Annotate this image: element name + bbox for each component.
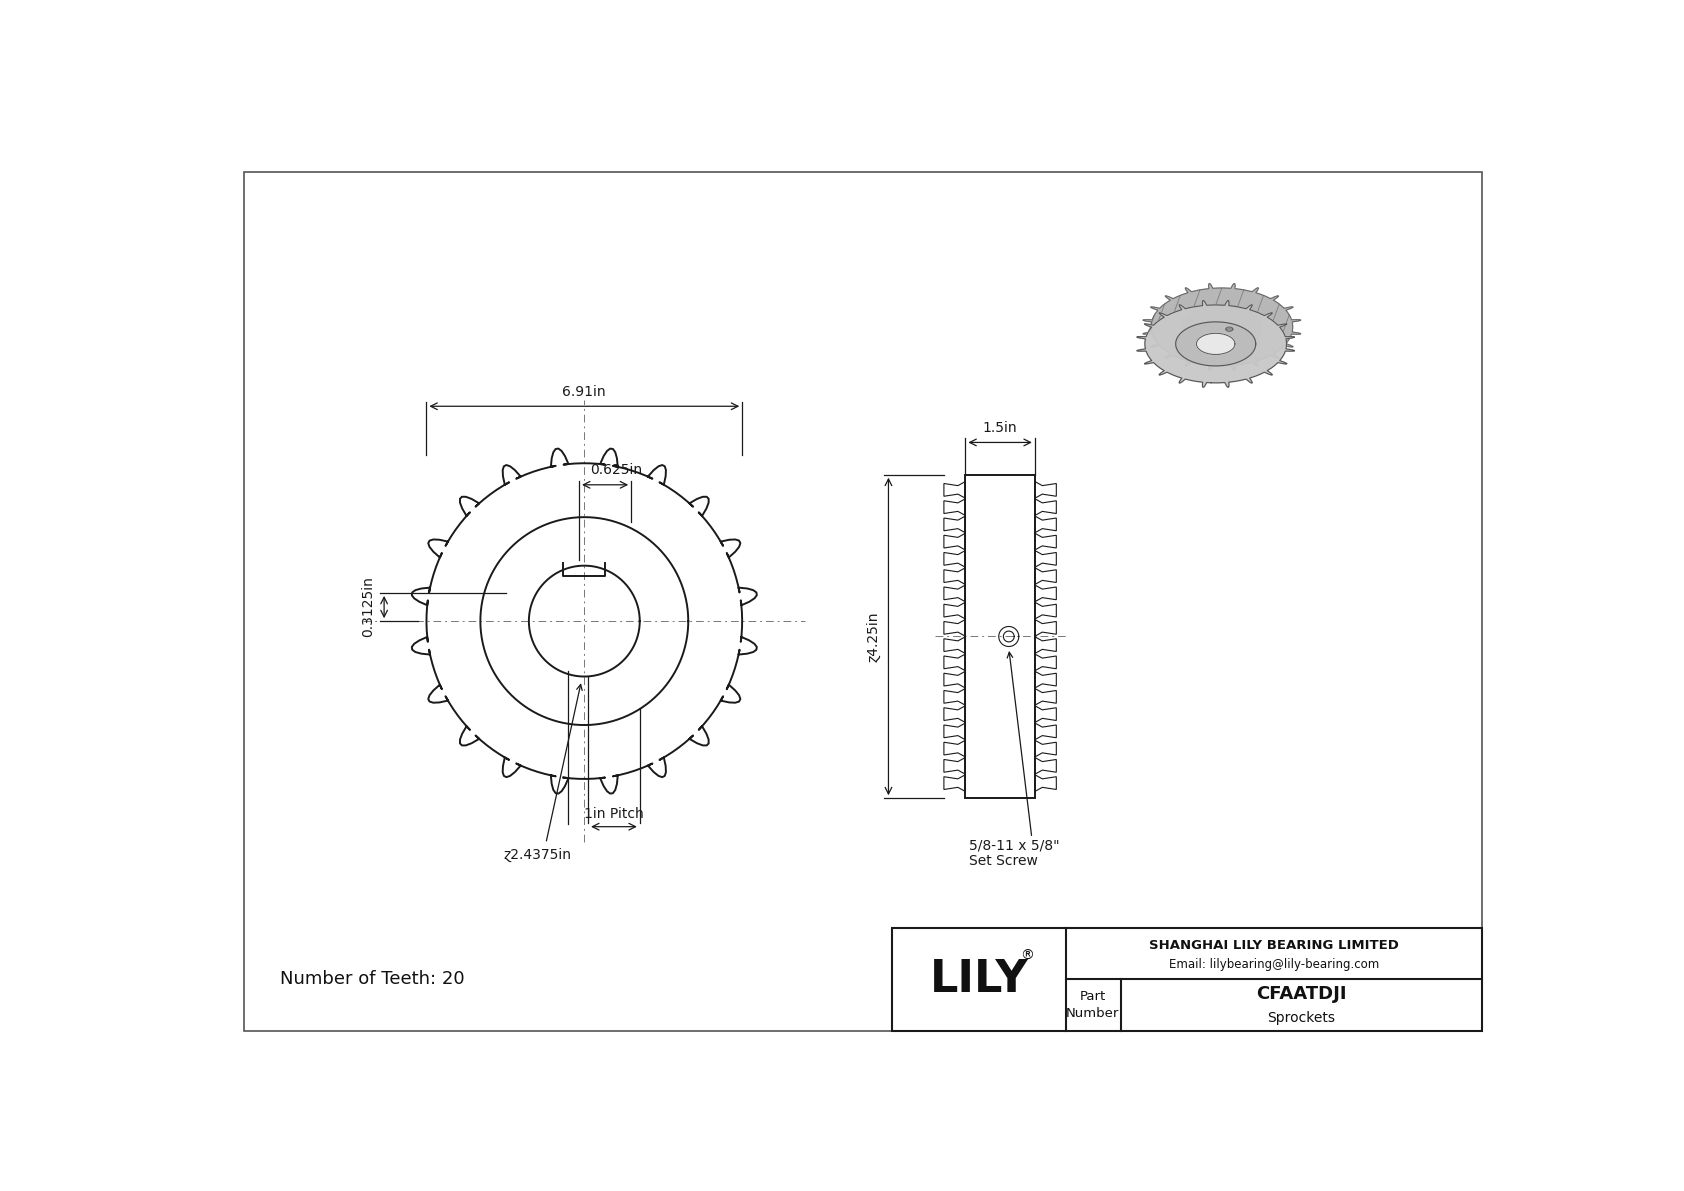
Polygon shape [1137,300,1295,387]
Polygon shape [1143,283,1300,370]
Polygon shape [1182,305,1261,349]
Polygon shape [1175,322,1256,366]
Ellipse shape [1226,328,1233,331]
Text: LILY: LILY [930,958,1029,1000]
Ellipse shape [1228,328,1231,330]
Text: 0.625in: 0.625in [591,463,643,478]
Text: 5/8-11 x 5/8"
Set Screw: 5/8-11 x 5/8" Set Screw [970,838,1059,868]
Text: CFAATDJI: CFAATDJI [1256,985,1347,1003]
Text: ɀ4.25in: ɀ4.25in [867,611,881,662]
Text: Number of Teeth: 20: Number of Teeth: 20 [280,971,465,989]
Text: Sprockets: Sprockets [1268,1011,1335,1025]
Text: 0.3125in: 0.3125in [360,576,376,637]
Polygon shape [1196,333,1234,355]
Text: SHANGHAI LILY BEARING LIMITED: SHANGHAI LILY BEARING LIMITED [1148,940,1399,952]
Text: 6.91in: 6.91in [562,385,606,399]
Text: ®: ® [1021,949,1034,964]
Text: ɀ2.4375in: ɀ2.4375in [504,848,571,861]
Text: 1in Pitch: 1in Pitch [584,806,643,821]
Text: 1.5in: 1.5in [983,420,1017,435]
Text: Email: lilybearing@lily-bearing.com: Email: lilybearing@lily-bearing.com [1169,958,1379,971]
Text: Part
Number: Part Number [1066,990,1120,1019]
